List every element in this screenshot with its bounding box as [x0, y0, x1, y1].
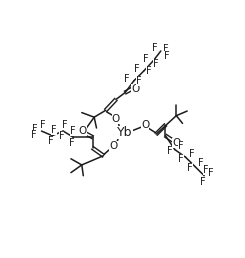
Text: F: F — [31, 130, 37, 140]
Text: F: F — [51, 125, 57, 134]
Text: F: F — [59, 131, 64, 141]
Text: F: F — [178, 154, 184, 164]
Text: F: F — [187, 163, 193, 173]
Text: F: F — [40, 120, 46, 130]
Text: F: F — [146, 66, 151, 76]
Text: F: F — [153, 59, 159, 69]
Text: F: F — [32, 124, 38, 134]
Text: F: F — [178, 141, 184, 151]
Text: F: F — [164, 51, 170, 61]
Text: Yb: Yb — [117, 126, 133, 139]
Text: Yb: Yb — [117, 126, 133, 139]
Text: O: O — [112, 114, 120, 124]
Text: F: F — [200, 177, 206, 187]
Text: F: F — [167, 146, 173, 156]
Text: O: O — [78, 126, 87, 136]
Text: F: F — [203, 165, 208, 175]
Text: F: F — [143, 54, 148, 64]
Text: F: F — [124, 75, 130, 84]
Text: F: F — [163, 44, 168, 54]
Text: F: F — [208, 168, 213, 178]
Text: F: F — [198, 158, 204, 168]
Text: O: O — [141, 120, 149, 130]
Text: O: O — [172, 138, 181, 148]
Text: O: O — [110, 141, 118, 151]
Text: F: F — [134, 64, 140, 75]
Text: O: O — [131, 84, 139, 94]
Text: F: F — [152, 43, 158, 53]
Text: F: F — [71, 126, 76, 136]
Text: F: F — [48, 136, 54, 146]
Text: F: F — [69, 138, 74, 148]
Text: F: F — [135, 76, 141, 86]
Text: F: F — [62, 120, 68, 130]
Text: F: F — [189, 149, 195, 159]
